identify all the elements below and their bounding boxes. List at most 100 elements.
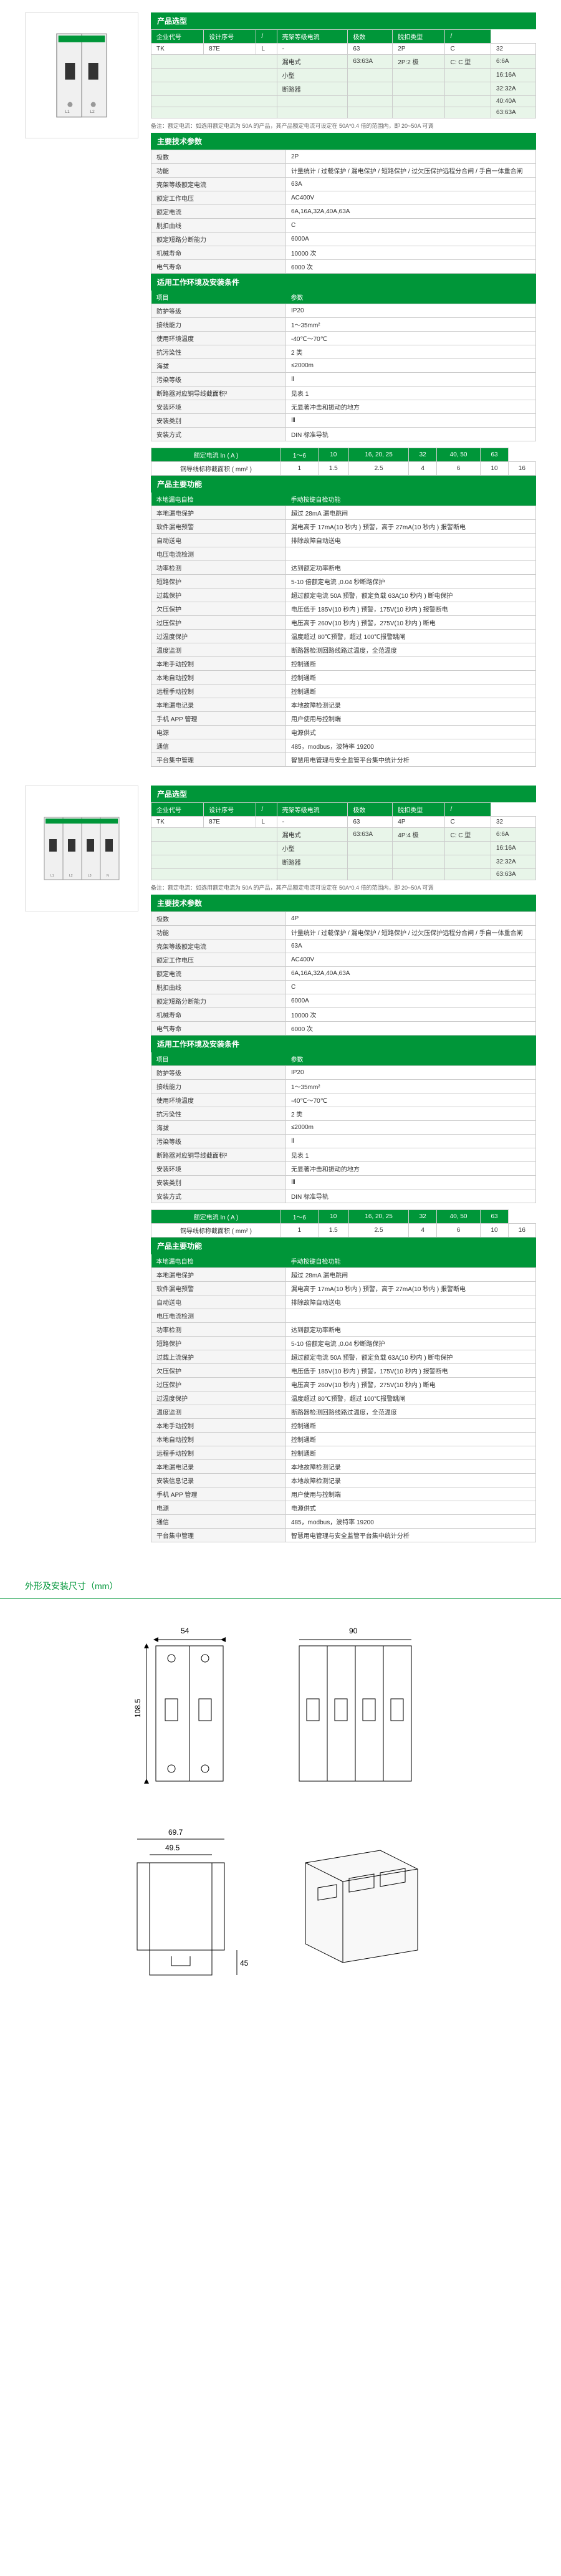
table-row: 过载保护超过额定电流 50A 预警，额定负载 63A(10 秒内 ) 断电保护 [151,589,536,602]
table-row: 使用环境温度-40℃～70℃ [151,332,536,345]
cell: 本地故障检测记录 [285,1460,535,1474]
cell: 1 [280,462,318,476]
table-row: 短路保护5-10 倍额定电流 ,0.04 秒断路保护 [151,575,536,589]
cell: 安装方式 [151,428,286,441]
cell: -40℃～70℃ [285,1093,535,1107]
cell: 电气寿命 [151,260,286,274]
cell: 计量统计 / 过载保护 / 漏电保护 / 短路保护 / 过欠压保护远程分合闸 /… [285,164,535,178]
table-row: 极数4P [151,912,536,926]
table-row: 安装环境无显著冲击和振动的地方 [151,400,536,414]
p1-selection-table: 企业代号设计序号/壳架等级电流极数脱扣类型/ TK87EL-632PC32 漏电… [151,29,536,118]
cell: - [277,817,348,828]
cell: 本地故障检测记录 [285,1474,535,1487]
cell: 4 [409,462,436,476]
svg-text:L2: L2 [69,874,73,878]
table-row: 断路器对应铜导线截面积²见表 1 [151,1148,536,1162]
cell: 使用环境温度 [151,1093,286,1107]
cell [445,869,491,880]
svg-text:54: 54 [181,1627,189,1635]
table-row: 额定短路分断能力6000A [151,233,536,246]
cell: 16, 20, 25 [348,448,409,462]
cell: 海拔 [151,1121,286,1135]
table-row: 漏电式63:63A2P:2 极C: C 型6:6A [151,55,536,69]
svg-text:45: 45 [240,1959,249,1968]
cell: 机械寿命 [151,1008,286,1022]
table-row: 安装类别Ⅲ [151,414,536,428]
dimensions-title: 外形及安装尺寸（mm） [0,1574,561,1599]
cell: 控制通断 [285,1433,535,1446]
cell: 16:16A [491,69,535,82]
cell: DIN 标准导轨 [285,1189,535,1203]
cell: 电压低于 185V(10 秒内 ) 预警，175V(10 秒内 ) 报警断电 [285,602,535,616]
p1-tech-table: 极数2P功能计量统计 / 过载保护 / 漏电保护 / 短路保护 / 过欠压保护远… [151,150,536,274]
cell: 断路器检测回路线路过温度，全范温度 [285,1405,535,1419]
product2-block: L1 L2 L3 N 产品选型 企业代号设计序号/壳架等级电流极数脱扣类型/ T… [25,786,536,1542]
product1-image: L1 L2 [25,12,138,138]
table-row: 平台集中管理智慧用电管理与安全监管平台集中统计分析 [151,1529,536,1542]
p2-tech-table: 极数4P功能计量统计 / 过载保护 / 漏电保护 / 短路保护 / 过欠压保护远… [151,911,536,1036]
table-row: 功率检测达到额定功率断电 [151,561,536,575]
cell: 5-10 倍额定电流 ,0.04 秒断路保护 [285,575,535,589]
table-row: 远程手动控制控制通断 [151,1446,536,1460]
cell: 通信 [151,1515,286,1529]
cell: 计量统计 / 过载保护 / 漏电保护 / 短路保护 / 过欠压保护远程分合闸 /… [285,926,535,940]
cell: 6A,16A,32A,40A,63A [285,967,535,981]
cell [445,107,491,118]
table-row: 脱扣曲线C [151,981,536,994]
table-row: 功率检测达到额定功率断电 [151,1323,536,1337]
cell: 额定电流 In ( A ) [151,1210,281,1224]
cell: 1～35mm² [285,1080,535,1093]
table-row: 软件漏电预警漏电高于 17mA(10 秒内 ) 预警，高于 27mA(10 秒内… [151,1282,536,1295]
dim-front-2p: 54 108.5 [125,1624,249,1813]
cell: IP20 [285,304,535,318]
cell: 过压保护 [151,616,286,630]
table-row: 小型16:16A [151,842,536,855]
cell: 16 [508,462,535,476]
cell: ≤2000m [285,359,535,373]
table-row: 本地手动控制控制通断 [151,1419,536,1433]
p1-current-table: 额定电流 In ( A )1～61016, 20, 253240, 5063 铜… [151,448,536,476]
cell [393,855,445,869]
cell [285,1309,535,1323]
cell: 40, 50 [436,448,481,462]
cell: 10000 次 [285,1008,535,1022]
table-row: 小型16:16A [151,69,536,82]
cell: 1.5 [318,1224,348,1238]
cell: 电源 [151,726,286,739]
p1-env-table: 项目参数 防护等级IP20接线能力1～35mm²使用环境温度-40℃～70℃抗污… [151,291,536,441]
cell [348,69,393,82]
cell: ≤2000m [285,1121,535,1135]
cell: 设计序号 [204,30,256,44]
table-row: 远程手动控制控制通断 [151,685,536,698]
table-row: 本地自动控制控制通断 [151,1433,536,1446]
cell: 电压电流检测 [151,547,286,561]
cell: 安装环境 [151,400,286,414]
cell: 额定电流 [151,205,286,219]
cell: 电压高于 260V(10 秒内 ) 预警，275V(10 秒内 ) 断电 [285,1378,535,1391]
cell: 防护等级 [151,304,286,318]
p2-env-title: 适用工作环境及安装条件 [151,1036,536,1052]
cell [348,855,393,869]
p1-func-table: 本地漏电自检手动按键自检功能 本地漏电保护超过 28mA 漏电跳闸软件漏电预警漏… [151,493,536,767]
table-row: 安装方式DIN 标准导轨 [151,1189,536,1203]
table-row: 通信485，modbus，波特率 19200 [151,739,536,753]
table-row: 抗污染性2 类 [151,1107,536,1121]
cell: 达到额定功率断电 [285,561,535,575]
cell [285,547,535,561]
cell: 使用环境温度 [151,332,286,345]
table-row: 过载上流保护超过额定电流 50A 预警，额定负载 63A(10 秒内 ) 断电保… [151,1350,536,1364]
table-row: 本地漏电保护超过 28mA 漏电跳闸 [151,506,536,520]
p2-env-table: 项目参数 防护等级IP20接线能力1～35mm²使用环境温度-40℃～70℃抗污… [151,1052,536,1203]
cell: 电压高于 260V(10 秒内 ) 预警，275V(10 秒内 ) 断电 [285,616,535,630]
cell [348,107,393,118]
table-row: 额定电流6A,16A,32A,40A,63A [151,967,536,981]
cell: 电压电流检测 [151,1309,286,1323]
cell: 达到额定功率断电 [285,1323,535,1337]
cell: 安装信息记录 [151,1474,286,1487]
table-row: 漏电式63:63A4P:4 极C: C 型6:6A [151,828,536,842]
cell: 过载保护 [151,589,286,602]
cell: 32 [491,817,535,828]
cell: 断路器检测回路线路过温度，全范温度 [285,643,535,657]
cell: 10000 次 [285,246,535,260]
cell: 6 [436,462,481,476]
